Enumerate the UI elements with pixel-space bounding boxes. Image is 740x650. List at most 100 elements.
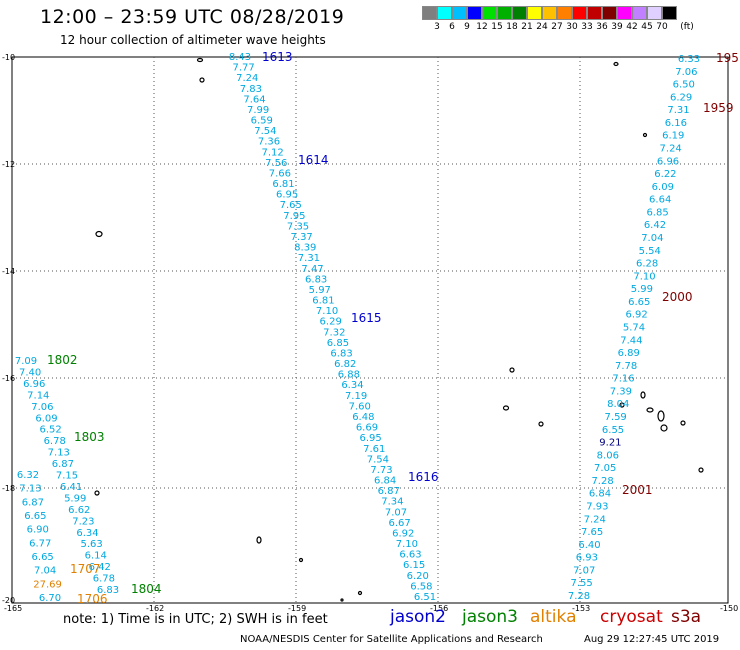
island-outline (196, 57, 204, 63)
wave-height-value: 6.29 (320, 317, 342, 328)
scale-label: 33 (581, 22, 593, 32)
latitude-label: -20 (2, 596, 15, 605)
wave-height-value: 7.78 (615, 361, 637, 372)
scale-label: (ft) (680, 22, 694, 32)
wave-height-value: 7.05 (594, 463, 616, 474)
longitude-label: -159 (288, 604, 306, 613)
wave-height-value: 6.82 (334, 359, 356, 370)
island-outline (660, 424, 668, 432)
wave-height-value: 6.22 (654, 169, 676, 180)
island-outline (646, 407, 654, 413)
map-frame (11, 56, 729, 604)
wave-height-value: 6.48 (352, 412, 374, 423)
track-label-1959: 1959 (703, 101, 734, 115)
islands (94, 57, 704, 602)
wave-height-value: 7.13 (48, 448, 70, 459)
longitude-label: -153 (572, 604, 590, 613)
track-values: 8.437.777.247.837.647.996.597.547.367.12… (15, 52, 700, 604)
wave-height-value: 6.87 (378, 486, 400, 497)
wave-height-value: 7.93 (586, 502, 608, 513)
wave-height-value: 6.59 (251, 116, 273, 127)
wave-height-value: 7.04 (34, 566, 56, 577)
wave-height-value: 7.56 (265, 158, 287, 169)
scale-label: 39 (611, 22, 623, 32)
track-label-1707: 1707 (70, 562, 101, 576)
wave-height-value: 7.10 (316, 306, 338, 317)
wave-height-value: 6.41 (60, 482, 82, 493)
scale-label: 36 (596, 22, 608, 32)
wave-height-value: 6.09 (652, 182, 674, 193)
longitude-label: -165 (4, 604, 22, 613)
wave-height-value: 6.50 (673, 80, 695, 91)
wave-height-value: 6.09 (35, 413, 57, 424)
legend-s3a: s3a (671, 607, 702, 627)
wave-height-value: 6.65 (628, 297, 650, 308)
island-outline (642, 132, 648, 138)
wave-height-value: 7.65 (280, 200, 302, 211)
wave-height-value: 6.19 (662, 131, 684, 142)
wave-height-value: 6.96 (23, 379, 45, 390)
color-scale-swatches (422, 6, 740, 20)
scale-label: 27 (551, 22, 563, 32)
island-outline (538, 421, 544, 427)
scale-swatch (587, 6, 602, 20)
scale-swatch (437, 6, 452, 20)
wave-height-value: 6.84 (589, 489, 611, 500)
wave-height-value: 7.12 (262, 147, 284, 158)
scale-label: 21 (521, 22, 533, 32)
wave-height-value: 7.09 (15, 356, 37, 367)
wave-height-value: 6.16 (665, 118, 687, 129)
wave-height-value: 7.19 (345, 391, 367, 402)
wave-height-value: 7.31 (667, 105, 689, 116)
island-outline (95, 230, 103, 238)
wave-height-value: 6.42 (89, 562, 111, 573)
island-outline (680, 420, 686, 426)
wave-height-value: 8.43 (229, 52, 251, 63)
wave-height-value: 6.95 (276, 190, 298, 201)
wave-height-value: 9.21 (599, 438, 621, 449)
scale-swatch (527, 6, 542, 20)
wave-height-value: 7.24 (660, 144, 682, 155)
track-label-2001: 2001 (622, 483, 653, 497)
wave-height-value: 7.59 (605, 412, 627, 423)
wave-height-value: 6.92 (392, 528, 414, 539)
scale-swatch (482, 6, 497, 20)
wave-height-value: 6.85 (646, 207, 668, 218)
wave-height-value: 7.39 (610, 386, 632, 397)
scale-swatch (497, 6, 512, 20)
wave-height-value: 6.63 (399, 550, 421, 561)
wave-height-value: 6.40 (578, 540, 600, 551)
track-label-1804: 1804 (131, 582, 162, 596)
latitude-label: -18 (2, 484, 15, 493)
wave-height-value: 6.89 (618, 348, 640, 359)
scale-swatch (602, 6, 617, 20)
wave-height-value: 6.28 (636, 259, 658, 270)
wave-height-value: 7.07 (573, 565, 595, 576)
scale-swatch (617, 6, 632, 20)
scale-swatch (662, 6, 677, 20)
wave-height-value: 7.40 (19, 367, 41, 378)
track-label-1616: 1616 (408, 470, 439, 484)
wave-height-value: 7.37 (291, 232, 313, 243)
scale-swatch (572, 6, 587, 20)
graticule (12, 57, 728, 603)
wave-height-value: 7.55 (570, 578, 592, 589)
wave-height-value: 6.95 (359, 433, 381, 444)
wave-height-value: 7.28 (591, 476, 613, 487)
wave-height-value: 7.66 (269, 168, 291, 179)
island-outline (657, 410, 665, 422)
map-border (11, 56, 729, 604)
scale-swatch (452, 6, 467, 20)
wave-height-value: 6.96 (657, 156, 679, 167)
footer-timestamp: Aug 29 12:27:45 UTC 2019 (584, 634, 720, 645)
wave-height-value: 6.77 (29, 538, 51, 549)
wave-height-value: 7.77 (232, 63, 254, 74)
wave-height-value: 6.14 (85, 551, 107, 562)
scale-swatch (467, 6, 482, 20)
wave-height-value: 7.24 (236, 73, 258, 84)
track-label-1613: 1613 (262, 50, 293, 64)
track-label-1802: 1802 (47, 353, 78, 367)
wave-height-value: 7.06 (31, 402, 53, 413)
scale-swatch (512, 6, 527, 20)
wave-height-value: 7.64 (243, 94, 265, 105)
